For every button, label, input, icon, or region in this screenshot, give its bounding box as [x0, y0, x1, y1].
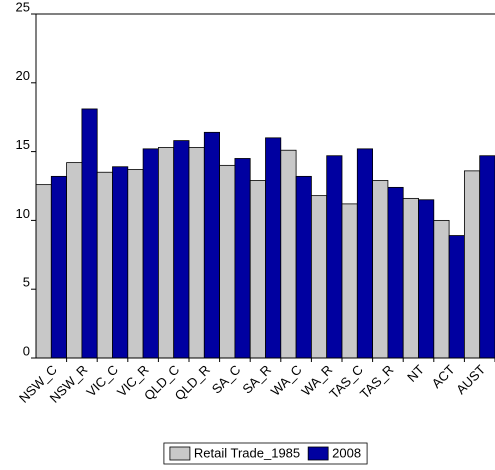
y-tick-label: 0	[23, 343, 30, 358]
legend-swatch	[307, 446, 329, 461]
bar	[295, 175, 312, 359]
bar	[341, 203, 358, 359]
bar	[50, 175, 67, 359]
legend-label: Retail Trade_1985	[194, 445, 300, 460]
bar	[387, 186, 404, 359]
bar	[479, 155, 495, 359]
y-tick-label: 25	[16, 0, 30, 14]
x-tick-label: TAS_R	[357, 362, 397, 402]
legend: Retail Trade_1985 2008	[163, 442, 368, 465]
x-tick-label: VIC_C	[83, 362, 121, 400]
bar	[249, 180, 266, 359]
x-tick-label: WA_C	[268, 362, 305, 399]
bar	[433, 219, 450, 359]
y-tick-label: 15	[16, 137, 30, 152]
bar	[112, 166, 129, 359]
bar	[310, 195, 328, 359]
bar	[219, 164, 236, 359]
bar	[157, 147, 175, 359]
bar	[402, 197, 419, 359]
bar	[463, 170, 481, 359]
bar	[234, 158, 251, 359]
bar	[66, 162, 83, 359]
x-tick-label: NT	[404, 362, 427, 385]
bar	[96, 171, 113, 359]
y-tick-label: 5	[23, 275, 30, 290]
y-tick-label: 20	[16, 68, 30, 83]
x-tick-label: SA_R	[239, 362, 274, 397]
bar	[280, 149, 297, 359]
x-tick-label: SA_C	[209, 362, 244, 397]
bar	[35, 184, 52, 359]
bar	[356, 148, 373, 359]
legend-label: 2008	[332, 445, 361, 460]
bar	[448, 235, 465, 359]
bar	[127, 169, 144, 359]
bar	[173, 140, 190, 359]
y-tick-label: 10	[16, 206, 30, 221]
bar	[142, 148, 159, 359]
bar	[188, 147, 205, 359]
x-tick-label: TAS_C	[326, 362, 366, 402]
bar	[203, 131, 221, 359]
x-tick-label: AUST	[453, 362, 488, 397]
bar	[326, 155, 343, 359]
bar	[372, 180, 389, 359]
bar	[81, 108, 98, 359]
bar	[265, 137, 282, 359]
legend-swatch	[169, 446, 191, 461]
bar	[418, 199, 435, 359]
